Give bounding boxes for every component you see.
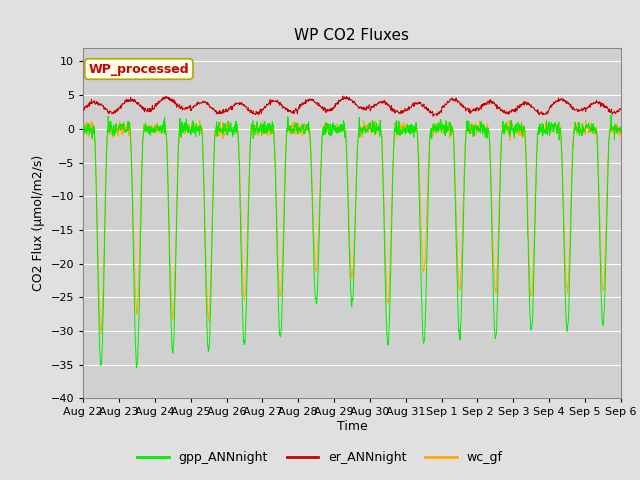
Y-axis label: CO2 Flux (μmol/m2/s): CO2 Flux (μmol/m2/s) <box>32 155 45 291</box>
Legend: gpp_ANNnight, er_ANNnight, wc_gf: gpp_ANNnight, er_ANNnight, wc_gf <box>132 446 508 469</box>
X-axis label: Time: Time <box>337 420 367 433</box>
Text: WP_processed: WP_processed <box>88 62 189 75</box>
Title: WP CO2 Fluxes: WP CO2 Fluxes <box>294 28 410 43</box>
